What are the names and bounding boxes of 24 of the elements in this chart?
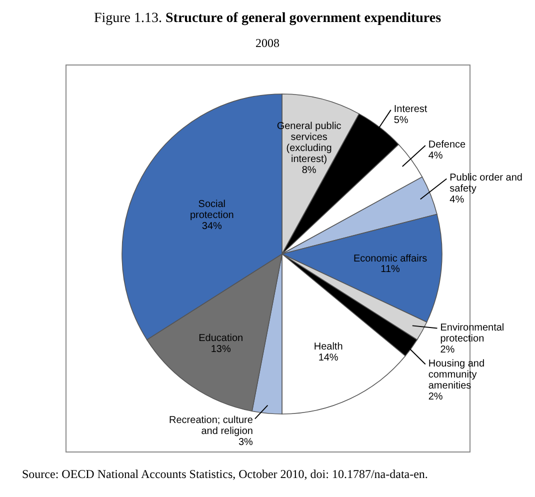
source-note: Source: OECD National Accounts Statistics, October 2010, doi: 10.1787/na-data-en. [22, 467, 428, 481]
data-label: 4% [450, 194, 464, 206]
slice-label: Education [198, 332, 244, 344]
data-label: 34% [202, 220, 222, 232]
slice-label: Interest [394, 104, 428, 115]
slice-label: Defence [428, 140, 466, 151]
data-label: 8% [302, 165, 316, 176]
slice-label: Housing and community amenities [428, 358, 485, 392]
slice-label: Recreation; culture and religion [169, 414, 254, 437]
slice-label: Environmental protection [440, 322, 504, 344]
chart-title: Figure 1.13. Structure of general government expenditures [94, 11, 442, 26]
data-label: 4% [428, 150, 443, 162]
data-label: 2% [428, 391, 443, 402]
data-label: 5% [394, 114, 408, 126]
data-label: 2% [440, 344, 455, 356]
slice-label: Social protection [190, 198, 234, 221]
chart-subtitle: 2008 [256, 36, 280, 50]
data-label: 13% [210, 344, 231, 355]
data-label: 14% [318, 352, 338, 364]
slice-label: Public order and safety [450, 172, 522, 195]
data-label: 11% [380, 264, 400, 276]
slice-label: Economic affairs [353, 253, 428, 264]
slice-label: Health [314, 341, 343, 352]
data-label: 3% [238, 436, 254, 448]
